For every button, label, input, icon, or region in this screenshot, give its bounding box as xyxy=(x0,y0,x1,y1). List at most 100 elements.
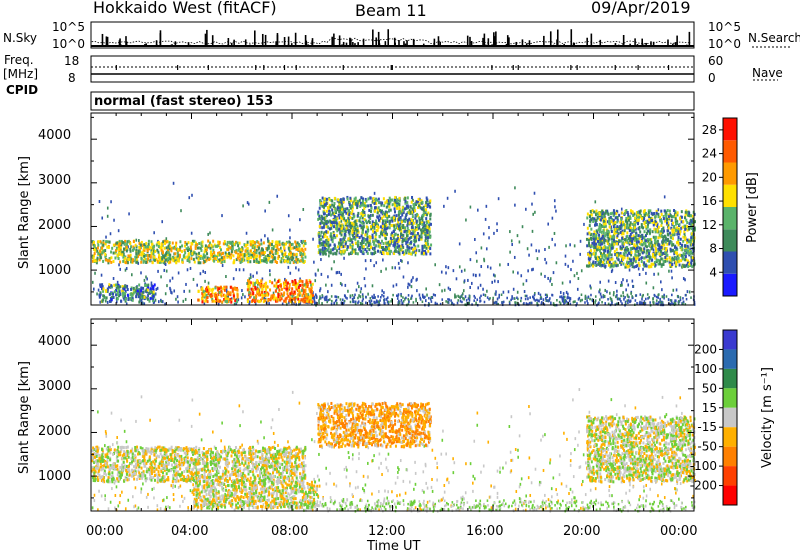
echo-cell xyxy=(297,297,300,301)
echo-cell xyxy=(331,203,334,207)
echo-cell xyxy=(323,240,326,244)
echo-cell xyxy=(397,261,400,265)
echo-cell xyxy=(673,209,676,213)
echo-cell xyxy=(374,238,377,242)
echo-cell xyxy=(168,247,171,251)
echo-cell xyxy=(373,230,376,234)
echo-cell xyxy=(354,302,357,306)
echo-cell xyxy=(393,243,396,247)
echo-cell xyxy=(421,300,424,304)
echo-cell xyxy=(240,296,243,300)
echo-cell xyxy=(254,296,257,300)
echo-cell xyxy=(345,240,348,244)
echo-cell xyxy=(373,191,376,195)
echo-cell xyxy=(220,294,223,298)
echo-cell xyxy=(172,255,175,259)
echo-cell xyxy=(229,291,232,295)
echo-cell xyxy=(424,251,427,255)
echo-cell xyxy=(339,206,342,210)
echo-cell xyxy=(371,213,374,217)
echo-cell xyxy=(657,293,660,297)
echo-cell xyxy=(294,296,297,299)
echo-cell xyxy=(386,201,389,205)
echo-cell xyxy=(144,289,147,293)
echo-cell xyxy=(213,254,216,258)
echo-cell xyxy=(410,200,413,204)
echo-cell xyxy=(404,226,407,230)
echo-cell xyxy=(478,273,481,277)
echo-cell xyxy=(380,210,383,214)
echo-cell xyxy=(258,243,261,247)
echo-cell xyxy=(266,246,269,250)
echo-cell xyxy=(356,227,359,231)
echo-cell xyxy=(320,214,323,218)
echo-cell xyxy=(256,271,258,275)
echo-cell xyxy=(209,257,212,261)
echo-cell xyxy=(427,228,430,232)
echo-cell xyxy=(160,248,163,252)
echo-cell xyxy=(107,259,110,263)
echo-cell xyxy=(379,225,382,229)
echo-cell xyxy=(337,213,340,217)
echo-cell xyxy=(399,247,402,251)
echo-cell xyxy=(302,297,305,301)
echo-cell xyxy=(403,252,406,256)
echo-cell xyxy=(116,290,119,294)
echo-cell xyxy=(365,301,367,305)
echo-cell xyxy=(135,245,138,249)
echo-cell xyxy=(320,258,322,262)
echo-cell xyxy=(199,256,202,260)
echo-cell xyxy=(366,229,369,233)
echo-cell xyxy=(323,249,326,253)
echo-cell xyxy=(226,290,228,294)
echo-cell xyxy=(590,227,593,231)
echo-cell xyxy=(381,232,384,236)
echo-cell xyxy=(168,241,171,245)
cpid-label: CPID xyxy=(6,83,39,97)
echo-cell xyxy=(549,277,552,281)
echo-cell xyxy=(357,240,360,244)
echo-cell xyxy=(364,230,367,234)
echo-cell xyxy=(305,292,308,296)
echo-cell xyxy=(293,246,296,250)
echo-cell xyxy=(393,224,396,228)
echo-cell xyxy=(212,287,215,291)
echo-cell xyxy=(681,302,683,306)
echo-cell xyxy=(467,278,469,282)
echo-cell xyxy=(388,243,391,247)
echo-cell xyxy=(389,236,392,240)
echo-cell xyxy=(125,249,128,253)
echo-cell xyxy=(349,243,352,247)
echo-cell xyxy=(601,300,603,304)
echo-cell xyxy=(662,214,665,218)
echo-cell xyxy=(321,246,324,250)
echo-cell xyxy=(199,254,202,258)
echo-cell xyxy=(276,244,279,248)
echo-cell xyxy=(246,282,248,286)
echo-cell xyxy=(174,252,177,256)
echo-cell xyxy=(374,235,377,239)
echo-cell xyxy=(109,232,112,236)
echo-cell xyxy=(108,240,111,244)
echo-cell xyxy=(131,248,134,252)
echo-cell xyxy=(338,270,341,274)
echo-cell xyxy=(264,256,267,260)
echo-cell xyxy=(218,258,221,262)
echo-cell xyxy=(148,253,151,257)
echo-cell xyxy=(237,244,240,248)
echo-cell xyxy=(177,271,180,275)
echo-cell xyxy=(157,255,160,259)
echo-cell xyxy=(295,243,298,247)
echo-cell xyxy=(367,219,370,223)
echo-cell xyxy=(452,269,455,273)
echo-cell xyxy=(514,301,517,304)
echo-cell xyxy=(174,243,177,247)
echo-cell xyxy=(513,255,516,259)
echo-cell xyxy=(359,301,362,305)
echo-cell xyxy=(588,261,591,265)
echo-cell xyxy=(640,260,643,264)
echo-cell xyxy=(252,274,254,278)
echo-cell xyxy=(407,282,410,286)
echo-cell xyxy=(193,260,196,264)
echo-cell xyxy=(528,253,530,257)
